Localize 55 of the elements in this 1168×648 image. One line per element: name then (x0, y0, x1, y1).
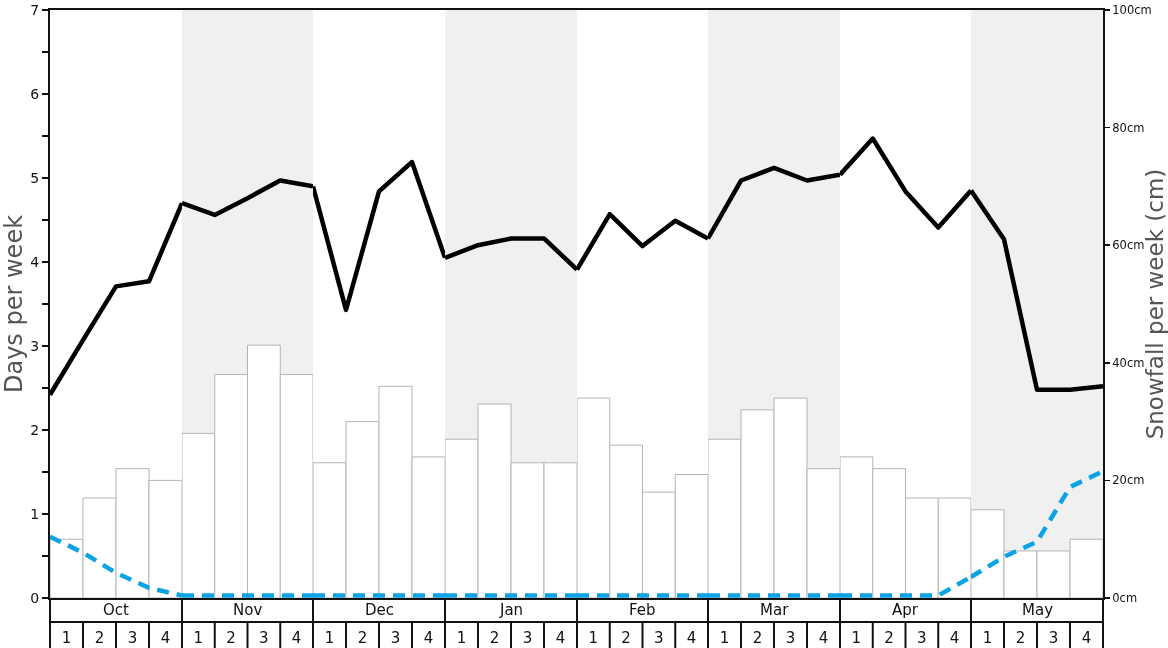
x-tick-label: 2 (226, 629, 236, 647)
x-tick-label: 1 (588, 629, 599, 647)
x-tick-label: 1 (982, 629, 993, 647)
x-tick-label: 3 (654, 629, 664, 647)
x-tick-label: 1 (193, 629, 204, 647)
x-tick-label: 4 (1081, 629, 1092, 647)
y-tick-label: 3 (30, 337, 40, 354)
y-tick-label: 1 (30, 505, 40, 522)
y2-tick-label: 20cm (1112, 473, 1145, 488)
x-axis-title: Dec (365, 601, 395, 619)
x-tick-label: 3 (127, 629, 138, 647)
y-tick-label: 6 (30, 85, 40, 102)
x-axis-title: Mar (760, 601, 790, 619)
x-tick-label: 1 (61, 629, 72, 647)
x-tick-label: 3 (522, 629, 533, 647)
y2-tick-label: 60cm (1112, 238, 1145, 253)
x-tick-label: 3 (259, 629, 269, 647)
x-axis-title: Jan (499, 601, 524, 619)
x-tick-label: 1 (851, 629, 862, 647)
x-tick-label: 2 (1015, 629, 1026, 647)
x-tick-label: 3 (917, 629, 927, 647)
x-tick-label: 3 (390, 629, 401, 647)
x-tick-label: 3 (785, 629, 796, 647)
x-tick-label: 4 (160, 629, 171, 647)
y2-tick-label: 80cm (1112, 120, 1145, 135)
x-tick-label: 2 (621, 629, 631, 647)
y2-tick-label: 100cm (1112, 3, 1152, 18)
x-tick-label: 2 (884, 629, 894, 647)
x-axis-title: Nov (233, 601, 263, 619)
x-tick-label: 4 (423, 629, 434, 647)
y-tick-label: 4 (30, 253, 40, 270)
x-tick-label: 4 (686, 629, 697, 647)
x-tick-label: 1 (456, 629, 467, 647)
x-axis-title: Apr (892, 601, 919, 619)
x-tick-label: 1 (719, 629, 730, 647)
x-tick-label: 3 (1048, 629, 1059, 647)
x-tick-label: 2 (489, 629, 500, 647)
y-tick-label: 0 (30, 589, 40, 606)
y2-tick-label: 0cm (1112, 591, 1138, 606)
x-axis-title: Feb (629, 601, 656, 619)
y-tick-label: 7 (30, 1, 40, 18)
x-tick-label: 4 (291, 629, 302, 647)
y-tick-label: 2 (30, 421, 40, 438)
x-tick-label: 2 (94, 629, 105, 647)
x-axis-title: May (1022, 601, 1054, 619)
x-tick-label: 2 (752, 629, 763, 647)
x-axis-title: Oct (103, 601, 130, 619)
x-tick-label: 1 (324, 629, 335, 647)
x-tick-label: 4 (555, 629, 566, 647)
x-tick-label: 4 (818, 629, 829, 647)
y-axis-title: Days per week (0, 214, 28, 394)
y2-tick-label: 40cm (1112, 355, 1145, 370)
y-tick-label: 5 (30, 169, 40, 186)
x-tick-label: 2 (357, 629, 368, 647)
x-tick-label: 4 (949, 629, 960, 647)
